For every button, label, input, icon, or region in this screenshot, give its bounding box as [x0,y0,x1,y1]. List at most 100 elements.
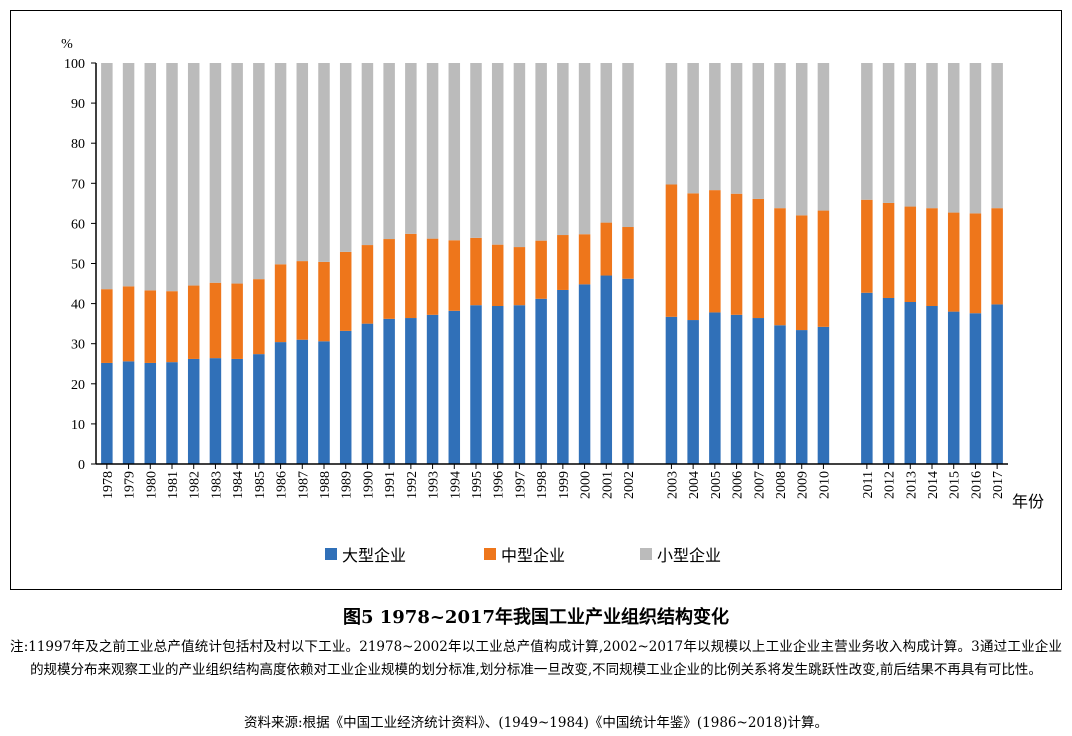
chart-frame [10,10,1062,590]
legend-swatch [325,548,337,560]
bar-2012-series-1 [882,202,895,298]
y-axis-label: % [61,37,73,52]
bar-2015-series-1 [947,212,960,312]
x-tick-label: 1979 [123,471,138,499]
bar-2007-series-1 [752,198,765,319]
bar-2009-series-2 [795,63,808,216]
bar-1994-series-2 [448,63,461,241]
bar-2015-series-0 [947,311,960,464]
bar-2008-series-1 [774,208,786,326]
bar-1995-series-2 [470,63,482,238]
x-tick-label: 1982 [188,471,203,499]
bar-1986-series-0 [274,342,287,464]
bar-1997-series-1 [513,247,526,306]
x-tick-label: 2011 [861,471,876,498]
bar-1996-series-0 [491,306,504,464]
bar-2015-series-2 [947,63,960,213]
x-tick-label: 2008 [774,471,789,499]
x-tick-label: 1987 [296,471,311,499]
bar-1993-series-2 [426,63,439,239]
bar-1982-series-0 [187,358,200,464]
x-tick-label: 2017 [991,471,1006,499]
bar-1997-series-0 [513,305,526,464]
y-tick-label: 50 [71,258,85,273]
x-tick-label: 1990 [361,471,376,499]
bar-2013-series-2 [904,63,917,207]
x-tick-label: 2010 [817,471,832,499]
bar-2017-series-2 [991,63,1003,209]
x-tick-label: 1984 [231,471,246,499]
bar-1980-series-2 [144,63,157,291]
y-tick-label: 10 [71,418,85,433]
bar-1978-series-2 [101,63,113,290]
y-tick-label: 80 [71,137,85,152]
bar-1999-series-1 [557,235,569,290]
y-tick-label: 40 [71,298,85,313]
bar-2001-series-0 [600,275,613,464]
bar-2016-series-2 [969,63,982,214]
bar-1979-series-0 [122,361,135,464]
bar-1988-series-0 [318,341,330,464]
legend-label: 小型企业 [657,546,721,565]
bar-2003-series-2 [665,63,678,185]
bar-2003-series-1 [665,184,678,317]
bar-1979-series-1 [122,286,135,362]
bar-1985-series-0 [253,354,265,464]
bar-1998-series-0 [535,298,547,464]
x-tick-label: 2007 [752,471,767,499]
bar-1987-series-1 [296,261,309,340]
bar-1989-series-1 [339,251,352,331]
bar-2006-series-2 [730,63,743,194]
bar-2010-series-2 [817,63,830,211]
legend-label: 中型企业 [501,546,565,565]
bar-2012-series-2 [882,63,895,203]
bar-2011-series-2 [861,63,873,200]
bar-1991-series-1 [383,239,395,319]
bar-1993-series-0 [426,314,439,464]
bar-1990-series-1 [361,245,374,324]
legend-label: 大型企业 [342,546,406,565]
legend-swatch [640,548,652,560]
bar-1991-series-0 [383,318,395,464]
bar-2014-series-2 [926,63,938,209]
bar-2014-series-1 [926,208,938,307]
bar-1986-series-2 [274,63,287,265]
bar-1989-series-0 [339,330,352,464]
x-tick-label: 1992 [405,471,420,499]
x-tick-label: 2016 [969,471,984,499]
bar-2001-series-1 [600,222,613,276]
bar-1999-series-2 [557,63,569,236]
bar-1984-series-0 [231,358,243,464]
figure-title: 图5 1978~2017年我国工业产业组织结构变化 [342,607,730,628]
x-tick-label: 1991 [383,471,398,499]
bar-2005-series-0 [709,312,721,464]
x-tick-label: 2012 [883,471,898,499]
x-tick-label: 1999 [557,471,572,499]
bar-2007-series-0 [752,318,765,464]
bar-1992-series-2 [405,63,417,234]
bar-1988-series-1 [318,261,330,342]
bar-1982-series-1 [187,285,200,359]
x-tick-label: 1980 [144,471,159,499]
bar-1983-series-0 [209,358,222,464]
x-tick-label: 2002 [622,471,637,499]
bar-1984-series-2 [231,63,243,284]
x-tick-label: 1993 [427,471,442,499]
x-tick-label: 1998 [535,471,550,499]
x-tick-label: 1996 [492,471,507,499]
bar-2017-series-1 [991,208,1003,305]
bar-2009-series-0 [795,330,808,464]
x-tick-label: 1997 [513,471,528,499]
bar-2000-series-2 [578,63,591,235]
bar-1984-series-1 [231,283,243,359]
bar-1991-series-2 [383,63,395,240]
bar-2012-series-0 [882,297,895,464]
bar-1983-series-2 [209,63,222,283]
bar-1987-series-2 [296,63,309,262]
bar-1992-series-0 [405,318,417,464]
bar-1982-series-2 [187,63,200,286]
bar-2011-series-1 [861,199,873,293]
bar-1998-series-1 [535,240,547,299]
bar-2002-series-1 [622,227,634,279]
x-tick-label: 1994 [448,471,463,499]
